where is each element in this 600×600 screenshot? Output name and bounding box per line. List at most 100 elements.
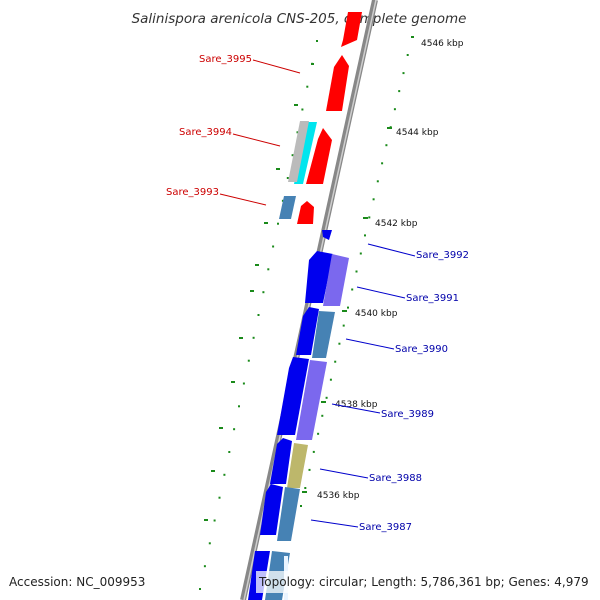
- leader-line-sare-3995: [252, 59, 301, 74]
- leader-line-sare-3990: [345, 338, 395, 350]
- minor-tick: [252, 336, 255, 339]
- gene-box-khaki[interactable]: [287, 443, 308, 488]
- minor-tick: [257, 314, 260, 316]
- scale-ticks: [199, 36, 414, 590]
- gene-arrow-blue[interactable]: [260, 484, 283, 535]
- minor-tick: [402, 72, 405, 75]
- minor-tick: [325, 396, 328, 399]
- scale-tick: [294, 104, 298, 106]
- leader-line-sare-3994: [232, 133, 281, 147]
- gene-label-sare-3987[interactable]: Sare_3987: [359, 522, 412, 533]
- scale-tick: [387, 127, 392, 129]
- accession-text: Accession: NC_009953: [9, 575, 145, 589]
- scale-tick: [211, 470, 215, 472]
- minor-tick: [308, 468, 311, 471]
- kbp-label-4536: 4536 kbp: [317, 491, 360, 501]
- scale-tick: [321, 401, 326, 403]
- minor-tick: [334, 360, 337, 363]
- scale-tick: [204, 519, 208, 521]
- gene-label-sare-3992[interactable]: Sare_3992: [416, 250, 469, 261]
- minor-tick: [342, 324, 345, 327]
- gene-arrow-blue[interactable]: [296, 307, 319, 355]
- gene-arrow-blue[interactable]: [270, 438, 292, 484]
- leader-line-sare-3988: [319, 468, 369, 479]
- tick-dots: [199, 36, 413, 590]
- minor-tick: [228, 451, 231, 453]
- scale-tick: [276, 168, 280, 170]
- kbp-label-4542: 4542 kbp: [375, 219, 418, 229]
- scale-tick: [264, 222, 268, 224]
- leader-line-sare-3989: [331, 403, 381, 414]
- minor-tick: [281, 199, 284, 202]
- gene-box-steel[interactable]: [277, 487, 300, 541]
- leader-line-sare-3993: [219, 193, 267, 206]
- scale-tick: [302, 491, 307, 493]
- minor-tick: [311, 62, 314, 65]
- minor-tick: [398, 90, 401, 93]
- minor-tick: [304, 487, 307, 489]
- gene-label-sare-3990[interactable]: Sare_3990: [395, 344, 448, 355]
- minor-tick: [317, 432, 320, 435]
- scale-tick: [239, 337, 243, 339]
- genes-forward: [279, 12, 362, 224]
- gene-label-sare-3988[interactable]: Sare_3988: [369, 473, 422, 484]
- leader-line-sare-3991: [356, 286, 406, 299]
- minor-tick: [351, 288, 354, 291]
- gene-label-sare-3989[interactable]: Sare_3989: [381, 409, 434, 420]
- scale-tick: [363, 217, 368, 219]
- gene-arrow-blue[interactable]: [277, 357, 309, 435]
- minor-tick: [338, 342, 341, 345]
- gene-arrow-red[interactable]: [306, 128, 332, 184]
- minor-tick: [233, 428, 236, 431]
- minor-tick: [406, 54, 409, 56]
- minor-tick: [376, 180, 379, 183]
- kbp-labels: 4546 kbp 4544 kbp 4542 kbp 4540 kbp 4538…: [317, 39, 464, 501]
- minor-tick: [329, 378, 332, 381]
- minor-tick: [272, 245, 275, 248]
- leader-line-sare-3987: [310, 519, 359, 528]
- gene-arrow-blue[interactable]: [305, 251, 333, 303]
- topology-text: Topology: circular; Length: 5,786,361 bp…: [258, 575, 589, 589]
- minor-tick: [300, 505, 302, 507]
- minor-tick: [381, 162, 384, 165]
- minor-tick: [316, 40, 318, 42]
- minor-tick: [306, 85, 309, 88]
- minor-tick: [213, 519, 216, 522]
- gene-labels-left: Sare_3995 Sare_3994 Sare_3993: [166, 54, 301, 206]
- gene-label-sare-3995[interactable]: Sare_3995: [199, 54, 252, 65]
- gene-box-purple[interactable]: [323, 254, 349, 306]
- minor-tick: [262, 291, 265, 294]
- gene-box-gray[interactable]: [288, 121, 309, 182]
- minor-tick: [301, 108, 304, 111]
- scale-tick: [219, 427, 223, 429]
- gene-arrow-red[interactable]: [326, 55, 349, 111]
- gene-arrow-red[interactable]: [341, 12, 362, 47]
- minor-tick: [355, 270, 358, 273]
- scale-tick: [250, 290, 254, 292]
- minor-tick: [393, 108, 396, 111]
- gene-box-cyan[interactable]: [294, 122, 317, 184]
- gene-arrow-red[interactable]: [297, 201, 314, 224]
- leader-line-sare-3992: [367, 243, 416, 257]
- gene-label-sare-3993[interactable]: Sare_3993: [166, 187, 219, 198]
- gene-arrow-blue[interactable]: [322, 230, 332, 240]
- kbp-label-4544: 4544 kbp: [396, 128, 439, 138]
- minor-tick: [247, 359, 250, 362]
- minor-tick: [203, 565, 206, 568]
- minor-tick: [291, 154, 294, 157]
- topology-backdrop: [256, 571, 596, 593]
- kbp-label-4540: 4540 kbp: [355, 309, 398, 319]
- gene-box-purple[interactable]: [296, 360, 327, 440]
- minor-tick: [223, 473, 226, 476]
- kbp-label-4538: 4538 kbp: [335, 400, 378, 410]
- minor-tick: [312, 450, 315, 453]
- gene-box-steel[interactable]: [312, 311, 335, 358]
- map-title: Salinispora arenicola CNS-205, complete …: [132, 11, 467, 27]
- gene-box-steel[interactable]: [279, 196, 296, 219]
- kbp-label-4546: 4546 kbp: [421, 39, 464, 49]
- minor-tick: [321, 414, 324, 417]
- gene-label-sare-3994[interactable]: Sare_3994: [179, 127, 232, 138]
- gene-label-sare-3991[interactable]: Sare_3991: [406, 293, 459, 304]
- minor-tick: [238, 405, 240, 408]
